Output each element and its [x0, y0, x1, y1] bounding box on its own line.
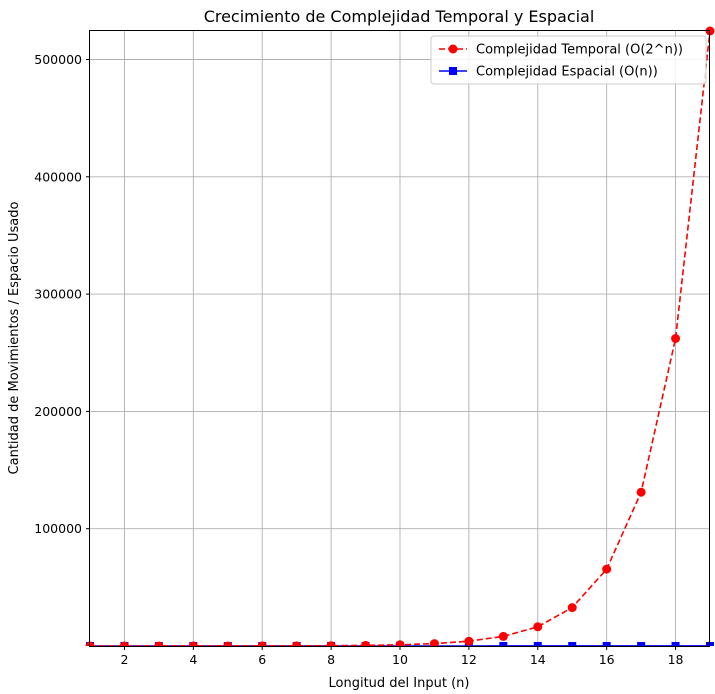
- data-point: [499, 641, 508, 646]
- x-tick-label: 6: [258, 652, 266, 667]
- data-point: [567, 603, 577, 613]
- y-axis: 100000 200000 300000 400000 500000: [34, 52, 90, 536]
- data-point: [671, 334, 681, 343]
- chart-title: Crecimiento de Complejidad Temporal y Es…: [204, 7, 595, 26]
- x-tick-label: 16: [599, 652, 615, 667]
- legend-marker: [448, 44, 458, 54]
- data-point: [188, 641, 198, 646]
- y-tick-label: 200000: [34, 404, 82, 419]
- data-point: [395, 640, 405, 646]
- legend-label: Complejidad Espacial (O(n)): [476, 65, 658, 80]
- data-point: [533, 622, 543, 632]
- data-point: [602, 641, 611, 646]
- x-axis-label: Longitud del Input (n): [329, 676, 470, 691]
- data-point: [464, 636, 474, 646]
- x-tick-label: 10: [392, 652, 408, 667]
- data-point: [671, 641, 680, 646]
- y-tick-label: 300000: [34, 287, 82, 302]
- data-point: [119, 641, 129, 646]
- x-tick-label: 12: [461, 652, 477, 667]
- data-point: [154, 641, 164, 646]
- x-tick-label: 2: [120, 652, 128, 667]
- data-point: [257, 641, 267, 646]
- data-point: [568, 641, 577, 646]
- data-point: [361, 640, 371, 646]
- data-point: [223, 641, 233, 646]
- series-temporal: [85, 26, 715, 646]
- x-tick-label: 4: [189, 652, 197, 667]
- data-point: [636, 487, 646, 497]
- y-tick-label: 500000: [34, 52, 82, 67]
- data-point: [292, 641, 302, 646]
- data-point: [602, 564, 612, 574]
- series-layer: [85, 26, 715, 646]
- legend: Complejidad Temporal (O(2^n)) Complejidad…: [430, 35, 707, 85]
- data-point: [326, 641, 336, 646]
- x-axis: 2 4 6 8 10 12 14 16 18: [120, 646, 684, 667]
- legend-box: [430, 35, 707, 85]
- data-point: [429, 639, 439, 646]
- grid: [90, 31, 710, 646]
- x-tick-label: 18: [668, 652, 684, 667]
- y-tick-label: 100000: [34, 521, 82, 536]
- legend-label: Complejidad Temporal (O(2^n)): [476, 43, 683, 58]
- plot-frame: [89, 30, 710, 647]
- data-point: [637, 641, 646, 646]
- y-axis-label: Cantidad de Movimientos / Espacio Usado: [7, 201, 22, 474]
- y-tick-label: 400000: [34, 169, 82, 184]
- data-point: [498, 631, 508, 641]
- x-tick-label: 8: [327, 652, 335, 667]
- legend-marker: [449, 67, 457, 75]
- x-tick-label: 14: [530, 652, 546, 667]
- data-point: [533, 641, 542, 646]
